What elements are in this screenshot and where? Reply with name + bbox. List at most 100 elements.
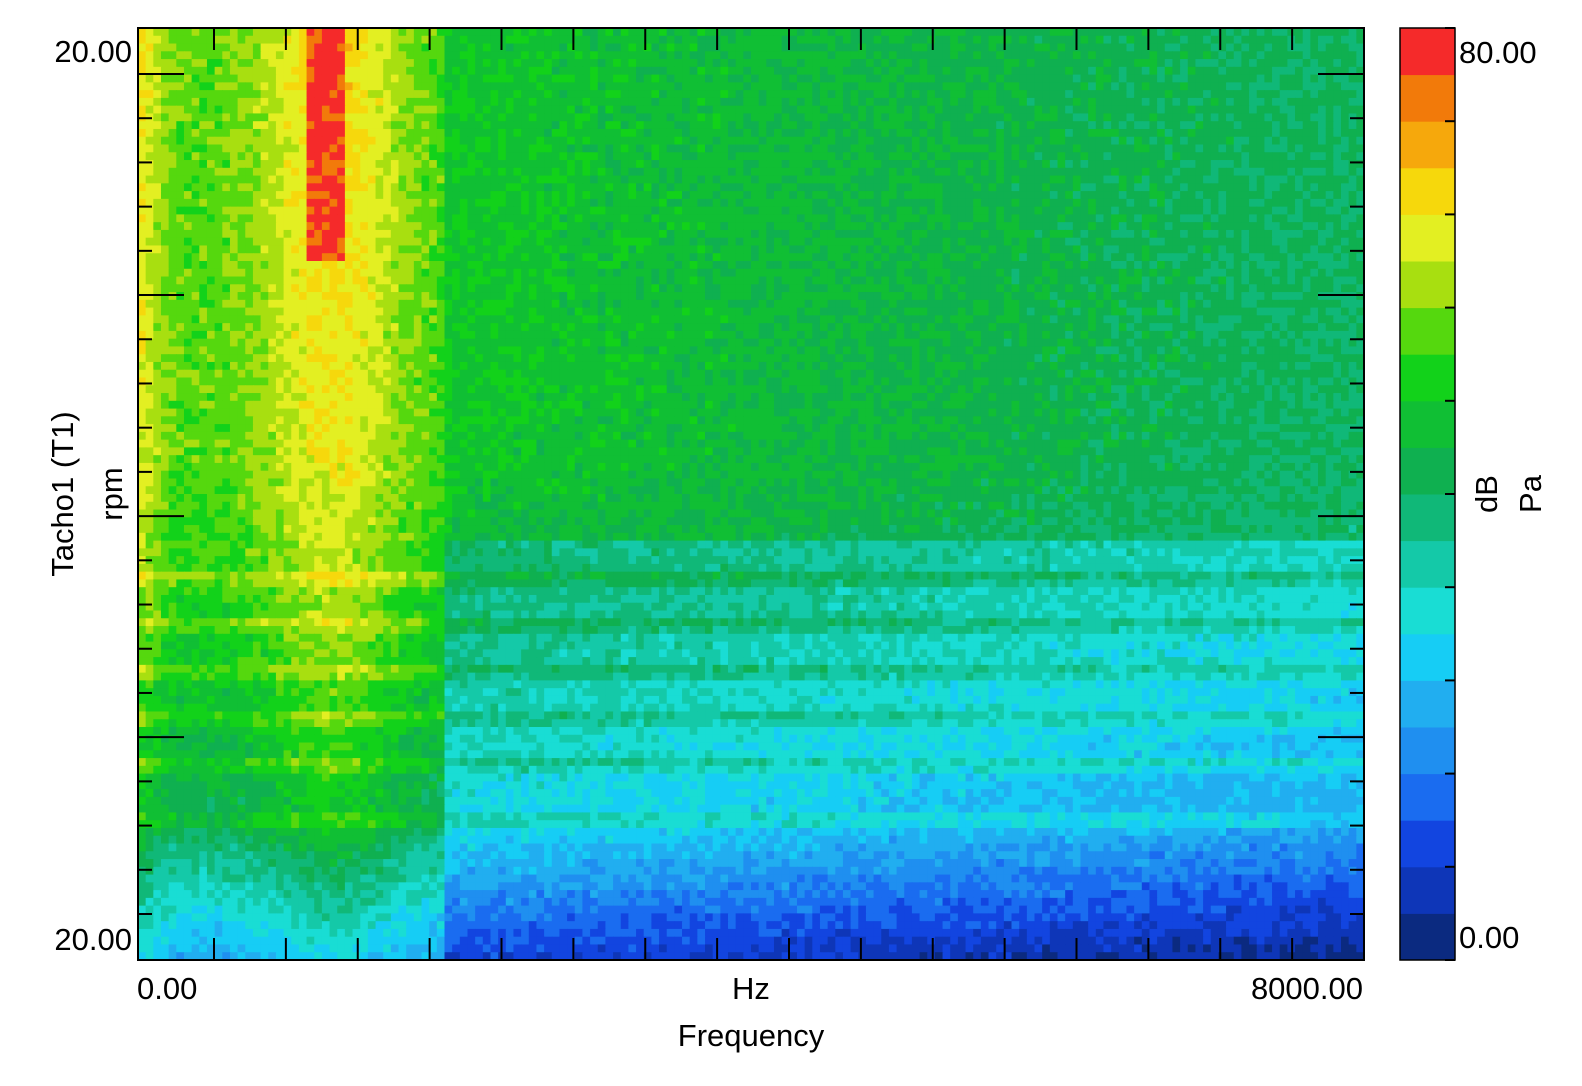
- heatmap-cell: [314, 268, 323, 278]
- heatmap-cell: [781, 66, 790, 76]
- heatmap-cell: [605, 183, 614, 192]
- heatmap-cell: [597, 97, 607, 107]
- heatmap-cell: [873, 214, 882, 223]
- heatmap-cell: [1111, 66, 1120, 76]
- heatmap-cell: [682, 222, 691, 231]
- heatmap-cell: [1279, 152, 1288, 161]
- heatmap-cell: [176, 160, 185, 169]
- heatmap-cell: [1203, 59, 1212, 68]
- heatmap-cell: [1034, 66, 1043, 76]
- heatmap-cell: [965, 237, 974, 247]
- heatmap-cell: [1019, 90, 1028, 99]
- heatmap-cell: [528, 245, 538, 254]
- heatmap-cell: [298, 66, 308, 76]
- heatmap-cell: [206, 160, 216, 169]
- heatmap-cell: [498, 214, 507, 223]
- heatmap-cell: [406, 121, 415, 130]
- heatmap-cell: [452, 43, 461, 52]
- heatmap-cell: [1072, 82, 1082, 91]
- heatmap-cell: [1210, 253, 1220, 262]
- heatmap-cell: [1341, 237, 1350, 247]
- heatmap-cell: [160, 121, 170, 130]
- heatmap-cell: [628, 74, 637, 83]
- heatmap-cell: [521, 121, 530, 130]
- heatmap-cell: [490, 214, 499, 223]
- heatmap-cell: [153, 35, 162, 45]
- heatmap-cell: [574, 261, 584, 270]
- heatmap-cell: [888, 136, 898, 146]
- heatmap-cell: [904, 59, 913, 68]
- heatmap-cell: [957, 136, 967, 146]
- heatmap-cell: [1026, 175, 1036, 184]
- heatmap-cell: [521, 222, 530, 231]
- heatmap-cell: [375, 35, 384, 45]
- heatmap-cell: [674, 144, 683, 153]
- heatmap-cell: [252, 191, 262, 200]
- heatmap-cell: [1287, 229, 1296, 239]
- heatmap-cell: [850, 51, 859, 60]
- heatmap-cell: [153, 113, 162, 122]
- heatmap-cell: [498, 51, 507, 60]
- heatmap-cell: [758, 237, 767, 247]
- heatmap-cell: [996, 97, 1005, 107]
- heatmap-cell: [160, 66, 170, 76]
- heatmap-cell: [390, 121, 400, 130]
- heatmap-cell: [1195, 90, 1204, 99]
- heatmap-cell: [911, 160, 921, 169]
- heatmap-cell: [689, 167, 698, 177]
- heatmap-cell: [390, 229, 400, 239]
- heatmap-cell: [865, 128, 875, 138]
- heatmap-cell: [1172, 74, 1181, 83]
- heatmap-cell: [467, 35, 476, 45]
- heatmap-cell: [1026, 222, 1036, 231]
- heatmap-cell: [168, 175, 177, 184]
- heatmap-cell: [1325, 198, 1334, 208]
- heatmap-cell: [934, 90, 944, 99]
- heatmap-cell: [827, 253, 836, 262]
- heatmap-cell: [789, 59, 798, 68]
- heatmap-cell: [904, 121, 913, 130]
- heatmap-cell: [911, 136, 921, 146]
- heatmap-cell: [873, 35, 882, 45]
- heatmap-cell: [206, 82, 216, 91]
- heatmap-cell: [1295, 198, 1304, 208]
- heatmap-cell: [421, 191, 430, 200]
- heatmap-cell: [1172, 222, 1181, 231]
- heatmap-cell: [835, 261, 844, 270]
- heatmap-cell: [705, 191, 714, 200]
- heatmap-cell: [1287, 90, 1296, 99]
- heatmap-cell: [145, 167, 154, 177]
- heatmap-cell: [283, 206, 292, 215]
- heatmap-cell: [268, 66, 277, 76]
- heatmap-cell: [973, 198, 982, 208]
- heatmap-cell: [942, 66, 951, 76]
- heatmap-cell: [697, 51, 706, 60]
- heatmap-cell: [927, 222, 936, 231]
- heatmap-cell: [865, 229, 875, 239]
- heatmap-cell: [229, 222, 239, 231]
- heatmap-cell: [237, 105, 246, 115]
- heatmap-cell: [498, 206, 507, 215]
- heatmap-cell: [1034, 97, 1043, 107]
- heatmap-cell: [1249, 136, 1258, 146]
- heatmap-cell: [896, 245, 905, 254]
- heatmap-cell: [896, 113, 905, 122]
- heatmap-cell: [873, 51, 882, 60]
- heatmap-cell: [1318, 261, 1327, 270]
- heatmap-cell: [927, 59, 936, 68]
- heatmap-cell: [1157, 253, 1166, 262]
- heatmap-cell: [835, 28, 844, 37]
- heatmap-cell: [475, 183, 484, 192]
- heatmap-cell: [252, 66, 262, 76]
- heatmap-cell: [1134, 66, 1143, 76]
- heatmap-cell: [283, 82, 292, 91]
- heatmap-cell: [934, 198, 944, 208]
- heatmap-cell: [1249, 51, 1258, 60]
- heatmap-cell: [528, 74, 538, 83]
- heatmap-cell: [835, 245, 844, 254]
- heatmap-cell: [1065, 261, 1074, 270]
- heatmap-cell: [1072, 59, 1082, 68]
- heatmap-cell: [781, 222, 790, 231]
- heatmap-cell: [858, 191, 867, 200]
- heatmap-cell: [398, 113, 407, 122]
